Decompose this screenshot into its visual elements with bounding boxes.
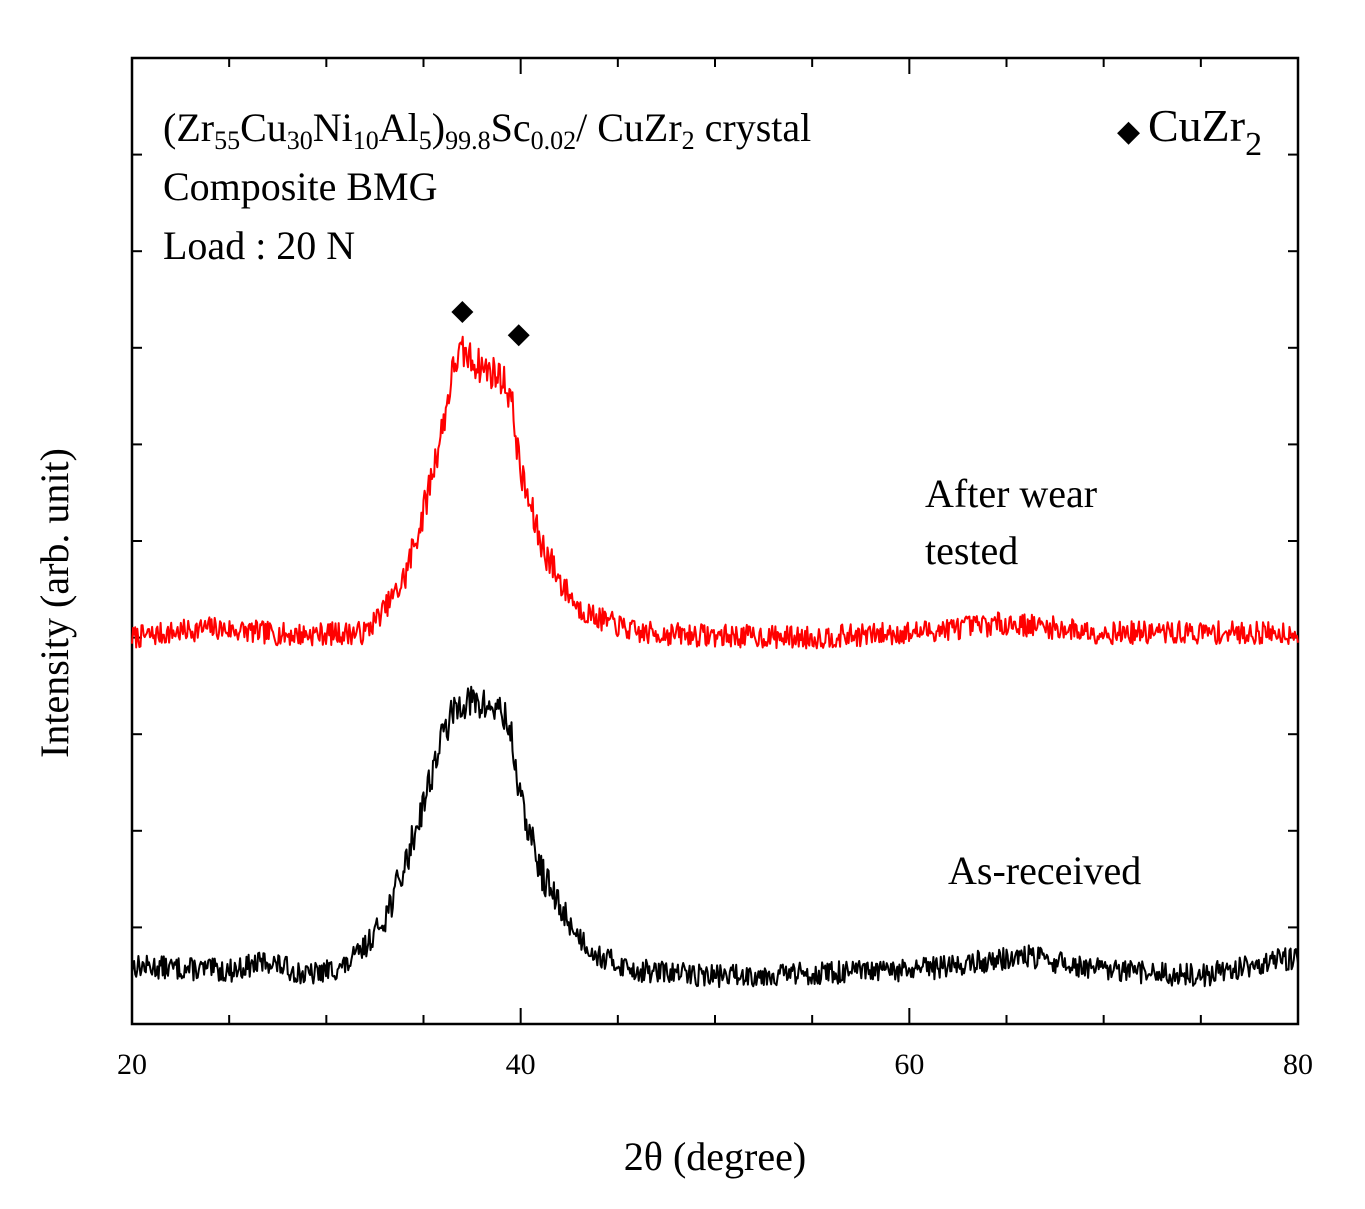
composition-formula: (Zr55Cu30Ni10Al5)99.8Sc0.02/ CuZr2 cryst… <box>163 105 811 155</box>
legend-diamond-icon: ◆ <box>1117 115 1140 148</box>
composite-label: Composite BMG <box>163 164 437 209</box>
series-label-as-received: As-received <box>948 848 1141 893</box>
series-label-after-wear-line2: tested <box>925 528 1018 573</box>
x-axis-title: 2θ (degree) <box>624 1134 806 1179</box>
series-line-after-wear <box>131 335 1299 650</box>
x-tick-label: 60 <box>894 1048 924 1081</box>
legend: ◆ CuZr2 <box>1117 100 1262 163</box>
axis-ticks: 20 40 60 80 <box>117 57 1313 1081</box>
peak-marker-diamond <box>507 324 530 347</box>
series-label-after-wear: After wear <box>925 471 1097 516</box>
x-tick-label: 80 <box>1283 1048 1313 1081</box>
series-layer <box>131 335 1299 989</box>
series-line-as-received <box>131 685 1299 989</box>
peak-markers <box>451 301 530 347</box>
peak-marker-diamond <box>451 301 474 324</box>
y-axis-title: Intensity (arb. unit) <box>32 448 77 758</box>
x-tick-label: 40 <box>506 1048 536 1081</box>
legend-label: CuZr2 <box>1148 100 1262 163</box>
load-label: Load : 20 N <box>163 223 355 268</box>
x-tick-label: 20 <box>117 1048 147 1081</box>
